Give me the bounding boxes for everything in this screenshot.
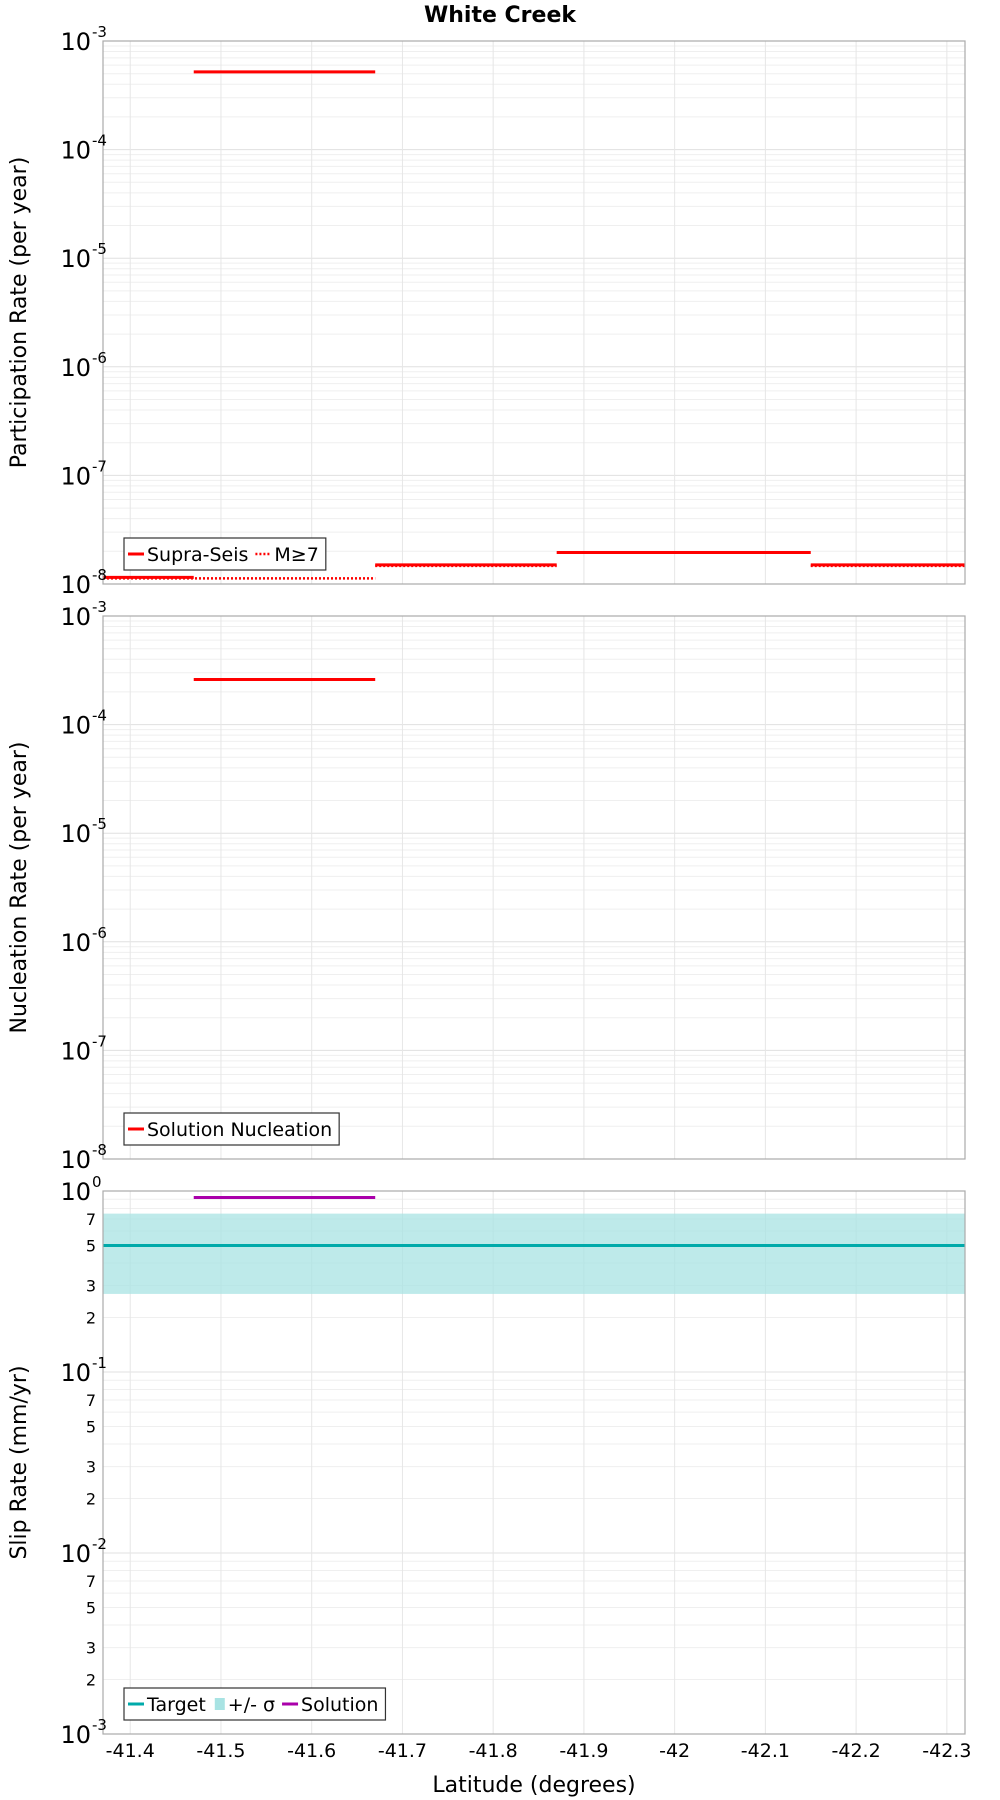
x-tick-label: -42.2 — [832, 1740, 881, 1762]
x-tick-label: -41.8 — [469, 1740, 518, 1762]
y-minor-tick-label: 3 — [86, 1458, 96, 1477]
y-tick-exponent: -3 — [92, 1716, 107, 1734]
y-tick-label: 10 — [60, 1146, 91, 1174]
legend-box — [123, 1112, 340, 1146]
y-minor-tick-label: 7 — [86, 1210, 96, 1229]
sigma-band — [103, 1213, 965, 1294]
legend-label: Supra-Seis — [147, 544, 248, 566]
y-tick-label: 10 — [60, 462, 91, 490]
y-minor-tick-label: 3 — [86, 1639, 96, 1658]
y-tick-label: 10 — [60, 571, 91, 599]
y-tick-exponent: -6 — [92, 924, 107, 942]
y-tick-label: 10 — [60, 929, 91, 957]
y-tick-label: 10 — [60, 1359, 91, 1387]
x-axis-label: Latitude (degrees) — [432, 1773, 635, 1798]
x-tick-label: -41.6 — [287, 1740, 336, 1762]
y-tick-exponent: -8 — [92, 1141, 107, 1159]
legend-label: Target — [146, 1694, 206, 1716]
y-tick-exponent: -1 — [92, 1354, 107, 1372]
legend-box — [123, 1687, 387, 1721]
y-tick-exponent: 0 — [92, 1173, 102, 1191]
legend-label: M≥7 — [274, 544, 318, 566]
plot-area — [103, 41, 965, 584]
y-tick-label: 10 — [60, 28, 91, 56]
legend-box — [123, 537, 327, 571]
legend-label: Solution — [301, 1694, 378, 1716]
y-tick-label: 10 — [60, 820, 91, 848]
y-tick-exponent: -2 — [92, 1535, 107, 1553]
chart-title: White Creek — [424, 3, 577, 28]
plot-frame — [102, 615, 966, 1160]
y-minor-tick-label: 3 — [86, 1277, 96, 1296]
y-tick-label: 10 — [60, 137, 91, 165]
y-tick-exponent: -4 — [92, 707, 107, 725]
y-minor-tick-label: 2 — [86, 1490, 96, 1509]
y-minor-tick-label: 5 — [86, 1598, 96, 1617]
plot-frame — [102, 1190, 966, 1735]
y-tick-label: 10 — [60, 1178, 91, 1206]
y-axis-label: Nucleation Rate (per year) — [7, 742, 32, 1034]
legend: Supra-Seis M≥7 — [123, 537, 327, 571]
y-tick-exponent: -5 — [92, 240, 107, 258]
y-tick-label: 10 — [60, 712, 91, 740]
y-tick-exponent: -3 — [92, 23, 107, 41]
y-tick-exponent: -6 — [92, 349, 107, 367]
y-minor-tick-label: 7 — [86, 1572, 96, 1591]
plot-area — [103, 616, 965, 1159]
x-tick-label: -41.9 — [559, 1740, 608, 1762]
y-tick-label: 10 — [60, 245, 91, 273]
y-tick-label: 10 — [60, 1037, 91, 1065]
y-tick-label: 10 — [60, 603, 91, 631]
y-tick-exponent: -3 — [92, 598, 107, 616]
y-tick-exponent: -5 — [92, 815, 107, 833]
plot-frame — [102, 40, 966, 585]
y-minor-tick-label: 2 — [86, 1309, 96, 1328]
y-tick-exponent: -8 — [92, 566, 107, 584]
x-tick-label: -41.5 — [196, 1740, 245, 1762]
y-tick-label: 10 — [60, 1540, 91, 1568]
y-minor-tick-label: 5 — [86, 1417, 96, 1436]
y-tick-exponent: -7 — [92, 1032, 107, 1050]
x-tick-label: -41.7 — [378, 1740, 427, 1762]
y-tick-label: 10 — [60, 1721, 91, 1749]
y-axis-label: Slip Rate (mm/yr) — [7, 1365, 32, 1559]
legend: Solution Nucleation — [123, 1112, 340, 1146]
y-minor-tick-label: 7 — [86, 1391, 96, 1410]
x-tick-label: -42.3 — [922, 1740, 971, 1762]
y-tick-exponent: -4 — [92, 132, 107, 150]
y-tick-label: 10 — [60, 354, 91, 382]
x-tick-label: -42 — [659, 1740, 690, 1762]
x-tick-label: -41.4 — [106, 1740, 155, 1762]
y-minor-tick-label: 2 — [86, 1671, 96, 1690]
x-tick-label: -42.1 — [741, 1740, 790, 1762]
y-tick-exponent: -7 — [92, 457, 107, 475]
y-minor-tick-label: 5 — [86, 1236, 96, 1255]
legend-label: Solution Nucleation — [147, 1119, 332, 1141]
legend-label: +/- σ — [228, 1694, 275, 1716]
x-axis: -41.4 -41.5 -41.6 -41.7 -41.8 -41.9 -42 -42.1 -4… — [106, 1740, 972, 1762]
legend: Target +/- σ Solution — [123, 1687, 387, 1721]
y-axis-label: Participation Rate (per year) — [7, 157, 32, 469]
legend-swatch — [214, 1698, 225, 1710]
